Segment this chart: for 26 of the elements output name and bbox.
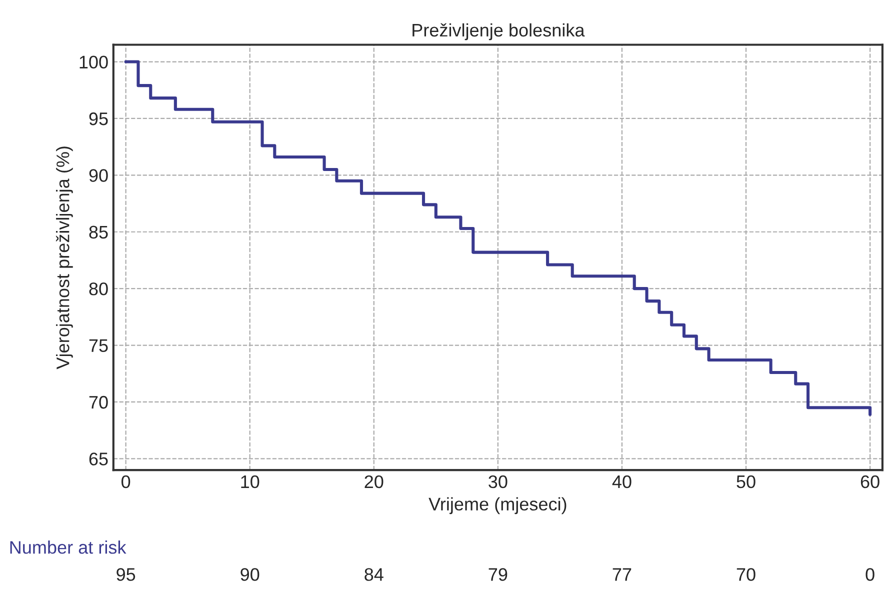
x-tick-label: 50 — [736, 475, 756, 488]
chart-title: Preživljenje bolesnika — [412, 23, 585, 40]
y-tick-label: 100 — [80, 56, 108, 68]
x-tick-label: 40 — [612, 475, 632, 488]
y-tick-label: 85 — [89, 226, 108, 239]
x-tick-label: 30 — [488, 475, 508, 488]
y-tick-label: 80 — [89, 282, 108, 296]
text: 77 — [612, 568, 632, 581]
text: 79 — [488, 568, 508, 581]
text: Number at risk — [10, 540, 126, 554]
y-axis-title: Vjerojatnost preživljenja (%) — [56, 146, 73, 370]
x-axis-title: Vrijeme (mjeseci) — [428, 497, 566, 514]
y-tick-label: 75 — [89, 339, 108, 352]
y-tick-label: 70 — [89, 396, 108, 409]
x-tick-label: 0 — [121, 475, 130, 488]
y-tick-label: 90 — [89, 169, 108, 182]
text: 0 — [866, 568, 874, 581]
x-tick-label: 60 — [860, 475, 880, 488]
text: 90 — [240, 568, 260, 581]
x-tick-label: 10 — [241, 475, 260, 488]
text: 70 — [736, 568, 756, 581]
text: 95 — [116, 568, 136, 581]
text: 84 — [364, 568, 384, 581]
y-tick-label: 65 — [89, 452, 108, 466]
y-tick-label: 95 — [89, 112, 108, 126]
x-tick-label: 20 — [364, 475, 384, 488]
